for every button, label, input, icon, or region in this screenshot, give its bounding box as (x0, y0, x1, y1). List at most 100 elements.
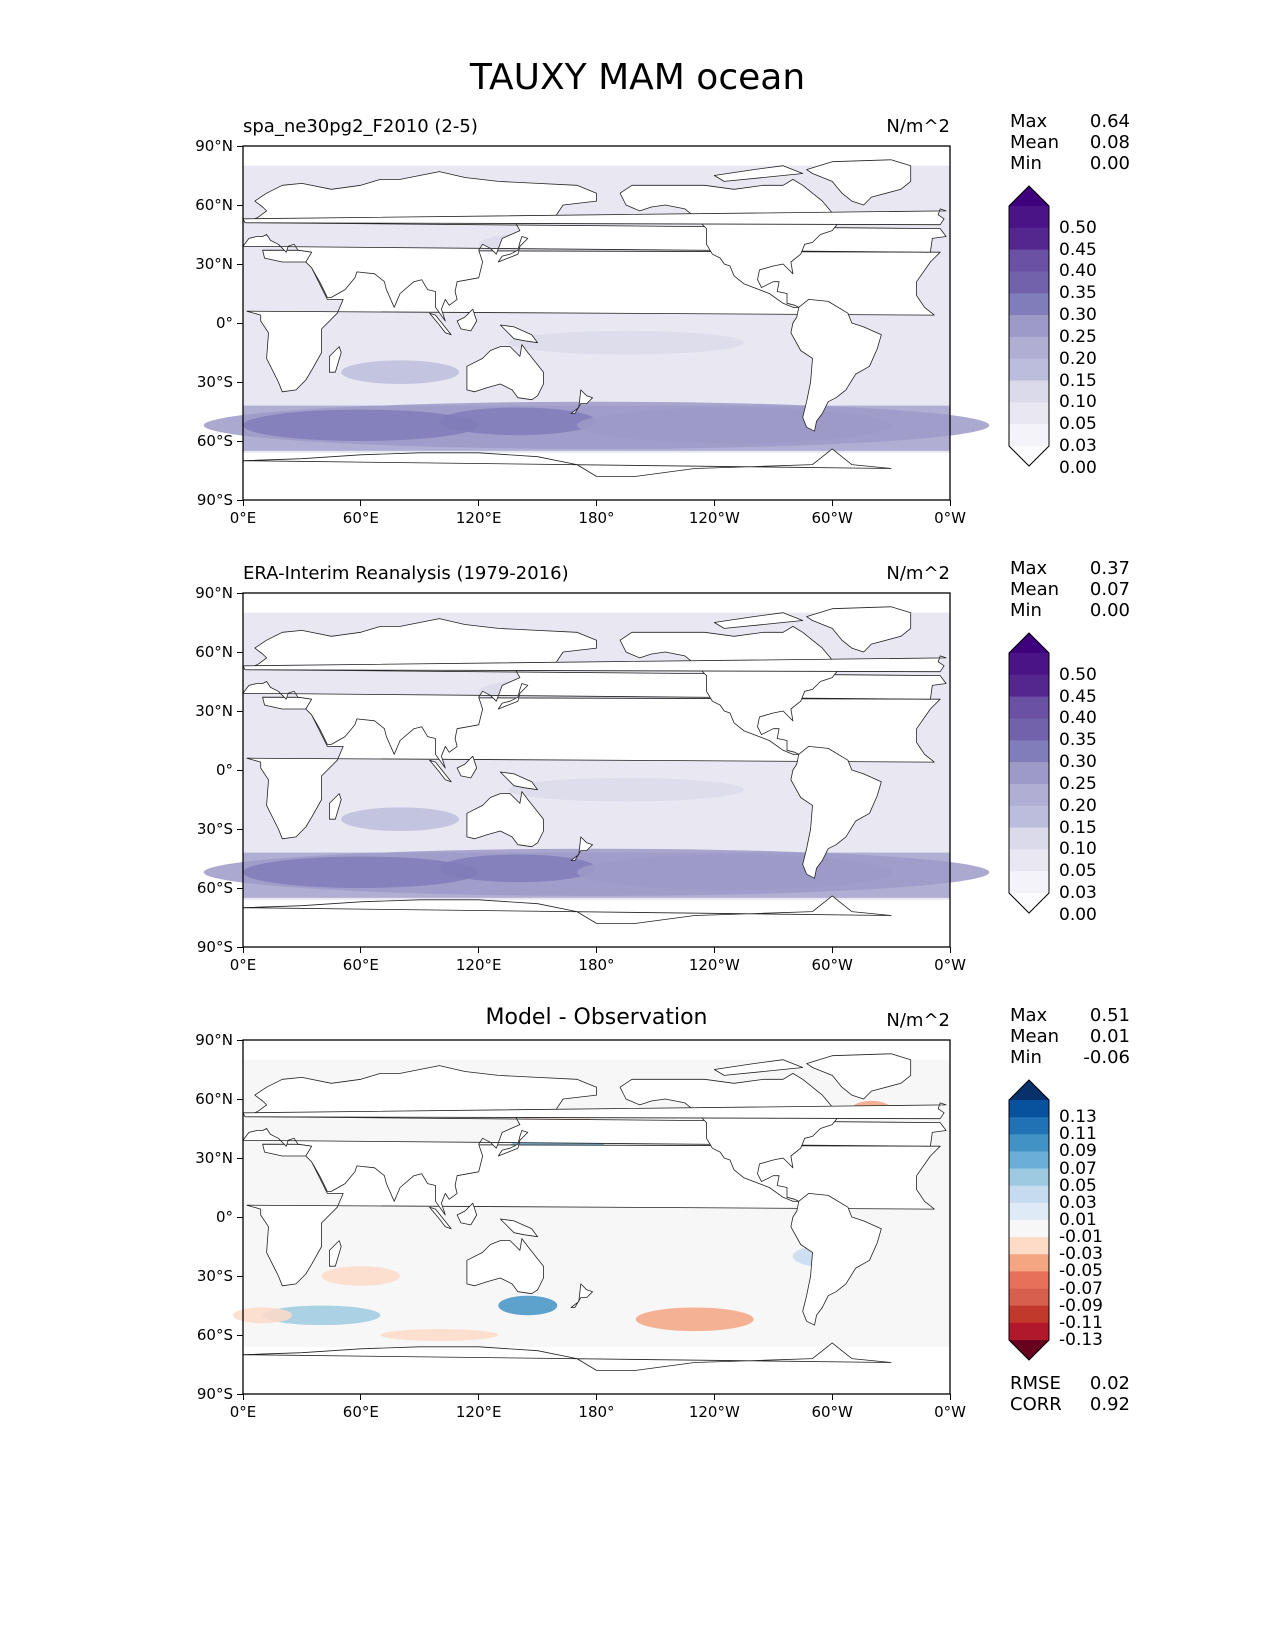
lat-tick-mark (237, 828, 243, 830)
stat-label: Mean (1010, 579, 1060, 600)
units-label: N/m^2 (886, 1010, 950, 1031)
colorbar-tick-label: 0.09 (1059, 1141, 1097, 1162)
colorbar (1008, 632, 1050, 914)
field-contour (508, 777, 744, 802)
stat-label: RMSE (1010, 1373, 1061, 1394)
lon-tick-label: 0°W (934, 1403, 966, 1421)
coastline-antarctica (242, 1342, 892, 1395)
field-contour (439, 407, 597, 436)
coastline-newguinea (499, 1218, 539, 1238)
stat-value: -0.06 (1083, 1047, 1130, 1068)
colorbar-tick-label: 0.20 (1059, 795, 1097, 816)
colorbar-tick-label: 0.50 (1059, 217, 1097, 238)
lon-tick-label: 0°E (229, 956, 257, 974)
coastline-samerica (790, 298, 882, 432)
colorbar-bottom-extend (1009, 446, 1049, 466)
lat-tick-label: 60°N (195, 643, 233, 661)
lat-tick-mark (237, 710, 243, 712)
colorbar-top-extend (1009, 633, 1049, 653)
colorbar-segment (1009, 424, 1049, 447)
colorbar-tick-label: 0.10 (1059, 392, 1097, 413)
colorbar-segment (1009, 827, 1049, 850)
lat-tick-mark (237, 1098, 243, 1100)
lon-tick-mark (713, 947, 715, 953)
lat-tick-mark (237, 1039, 243, 1041)
stat-value: 0.08 (1089, 132, 1130, 153)
colorbar-tick-label: 0.05 (1059, 1175, 1097, 1196)
lat-tick-mark (237, 1157, 243, 1159)
lat-tick-label: 30°S (196, 373, 233, 391)
lat-tick-label: 90°N (195, 584, 233, 602)
coastline-samerica (790, 745, 882, 879)
map-plot (203, 592, 990, 948)
colorbar-outline (1008, 185, 1050, 467)
lon-tick-label: 60°E (342, 1403, 379, 1421)
lat-tick-label: 60°S (196, 1326, 233, 1344)
lat-tick-mark (237, 651, 243, 653)
lon-tick-label: 120°W (688, 956, 740, 974)
north-no-data (243, 146, 950, 166)
colorbar-tick-label: 0.07 (1059, 1158, 1097, 1179)
colorbar-tick-label: 0.00 (1059, 457, 1097, 478)
colorbar-top-extend (1009, 186, 1049, 206)
colorbar-tick-label: 0.35 (1059, 730, 1097, 751)
colorbar-segment (1009, 1254, 1049, 1272)
colorbar-segment (1009, 1151, 1049, 1170)
colorbar-tick-label: 0.40 (1059, 708, 1097, 729)
colorbar-segment (1009, 1322, 1049, 1341)
lat-tick-mark (237, 440, 243, 442)
coastline-greenland (806, 1053, 912, 1100)
field-contour (262, 1305, 381, 1326)
colorbar-tick-label: 0.50 (1059, 664, 1097, 685)
lon-tick-mark (713, 1394, 715, 1400)
lon-tick-mark (360, 500, 362, 506)
stat-value: 0.51 (1089, 1005, 1130, 1026)
lat-tick-mark (237, 204, 243, 206)
units-label: N/m^2 (886, 116, 950, 137)
colorbar-segment (1009, 696, 1049, 719)
stat-value: 0.02 (1089, 1373, 1130, 1394)
coastline-borneo (456, 308, 478, 332)
coastline-borneo (456, 755, 478, 779)
lon-tick-label: 0°W (934, 509, 966, 527)
colorbar-tick-label: 0.20 (1059, 348, 1097, 369)
field-contour (635, 1307, 754, 1332)
colorbar-tick-label: 0.03 (1059, 883, 1097, 903)
colorbar-tick-label: -0.07 (1059, 1278, 1103, 1299)
lat-tick-mark (237, 381, 243, 383)
colorbar-bottom-extend (1009, 1340, 1049, 1360)
stat-value: 0.92 (1089, 1394, 1130, 1415)
colorbar-tick-label: -0.09 (1059, 1295, 1103, 1316)
lat-tick-label: 60°S (196, 879, 233, 897)
colorbar-segment (1009, 718, 1049, 741)
coastline-greenland (806, 159, 912, 206)
coastline-sumatra (429, 759, 452, 783)
coastline-australia (466, 791, 544, 848)
colorbar-tick-label: -0.05 (1059, 1261, 1103, 1282)
figure-title: TAUXY MAM ocean (469, 57, 806, 98)
coastline-antarctica (242, 448, 892, 501)
colorbar-tick-label: -0.01 (1059, 1227, 1103, 1248)
lat-tick-mark (237, 946, 243, 948)
colorbar-tick-label: 0.15 (1059, 370, 1097, 391)
coastline-uk (242, 208, 947, 226)
lat-tick-label: 60°N (195, 1090, 233, 1108)
coastline-arcticisl (713, 165, 804, 182)
field-contour (576, 407, 892, 443)
field-contour (439, 854, 597, 883)
colorbar-tick-label: 0.45 (1059, 686, 1097, 707)
lon-tick-mark (831, 500, 833, 506)
lon-tick-label: 60°E (342, 956, 379, 974)
lon-tick-mark (949, 1394, 951, 1400)
colorbar-segment (1009, 1117, 1049, 1135)
lon-tick-mark (478, 1394, 480, 1400)
coastline-antarctica (242, 895, 892, 948)
lat-tick-label: 0° (215, 761, 233, 779)
colorbar-segment (1009, 293, 1049, 316)
colorbar-segment (1009, 315, 1049, 338)
coastline-australia (466, 344, 544, 401)
lon-tick-label: 0°W (934, 956, 966, 974)
coastline-eurasia (242, 618, 947, 769)
colorbar-segment (1009, 402, 1049, 425)
lon-tick-mark (478, 947, 480, 953)
